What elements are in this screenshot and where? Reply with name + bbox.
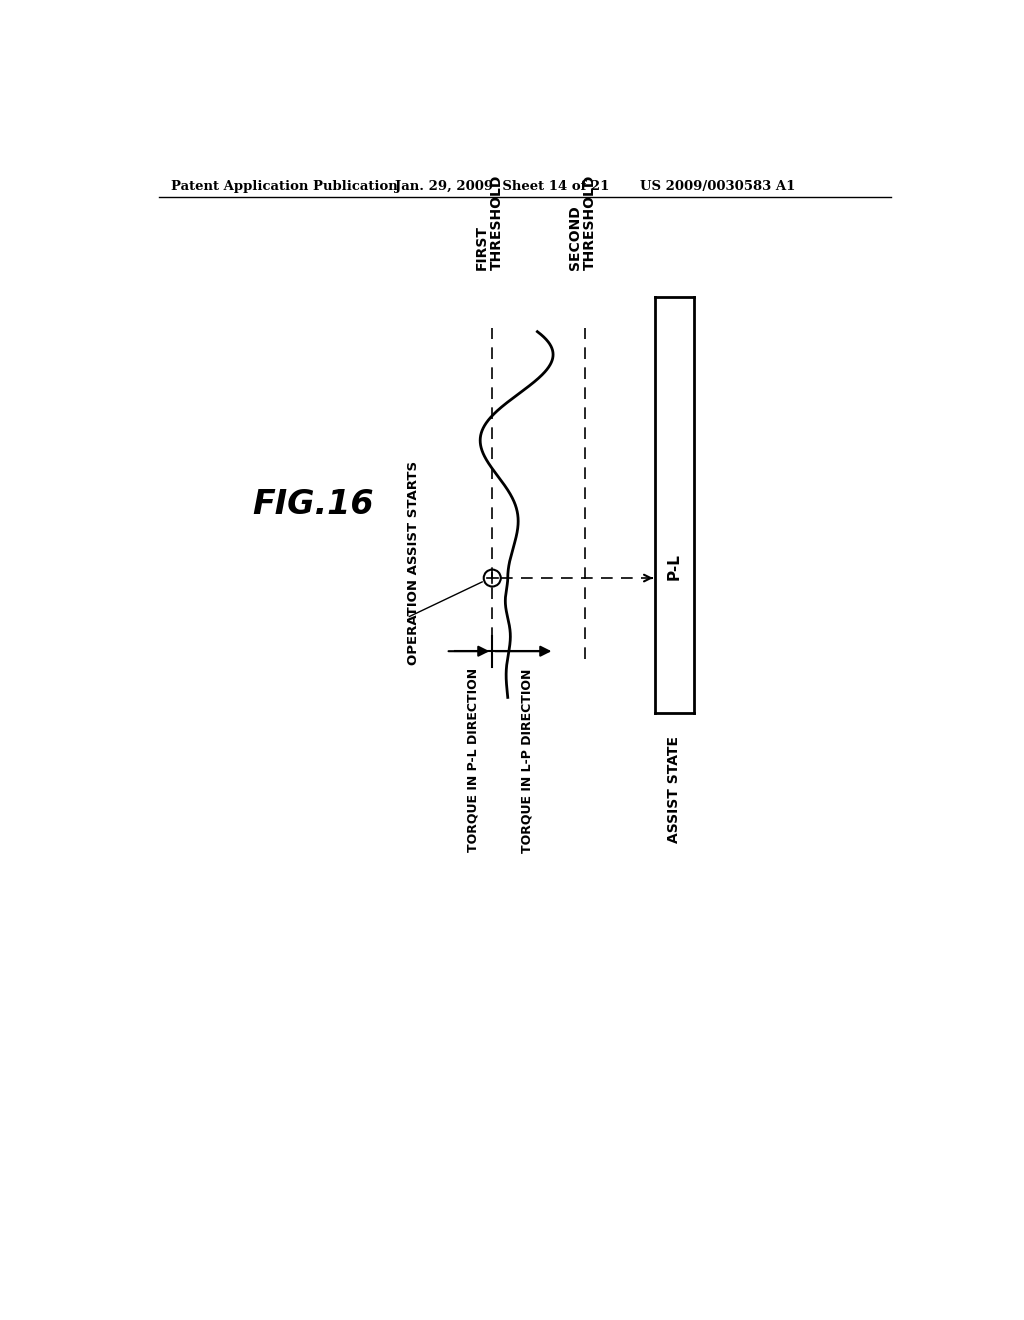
Text: TORQUE IN L-P DIRECTION: TORQUE IN L-P DIRECTION (520, 668, 534, 853)
Text: Jan. 29, 2009  Sheet 14 of 21: Jan. 29, 2009 Sheet 14 of 21 (395, 180, 609, 193)
Text: ASSIST STATE: ASSIST STATE (668, 737, 681, 843)
Text: SECOND
THRESHOLD: SECOND THRESHOLD (567, 174, 597, 271)
Text: OPERATION ASSIST STARTS: OPERATION ASSIST STARTS (407, 461, 420, 665)
Text: P-L: P-L (667, 553, 682, 579)
Text: US 2009/0030583 A1: US 2009/0030583 A1 (640, 180, 795, 193)
Text: Patent Application Publication: Patent Application Publication (171, 180, 397, 193)
Text: TORQUE IN P-L DIRECTION: TORQUE IN P-L DIRECTION (466, 668, 479, 853)
Text: FIG.16: FIG.16 (252, 488, 374, 521)
Text: FIRST
THRESHOLD: FIRST THRESHOLD (474, 174, 504, 271)
